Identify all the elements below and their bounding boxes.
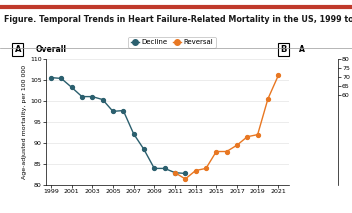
Y-axis label: Age-adjusted mortality, per 100 000: Age-adjusted mortality, per 100 000	[22, 65, 27, 179]
Text: Figure. Temporal Trends in Heart Failure-Related Mortality in the US, 1999 to 20: Figure. Temporal Trends in Heart Failure…	[4, 15, 352, 24]
Text: A: A	[14, 45, 21, 54]
Text: Overall: Overall	[36, 45, 67, 54]
Text: B: B	[280, 45, 287, 54]
Text: A: A	[300, 45, 305, 54]
Legend: Decline, Reversal: Decline, Reversal	[128, 37, 216, 47]
